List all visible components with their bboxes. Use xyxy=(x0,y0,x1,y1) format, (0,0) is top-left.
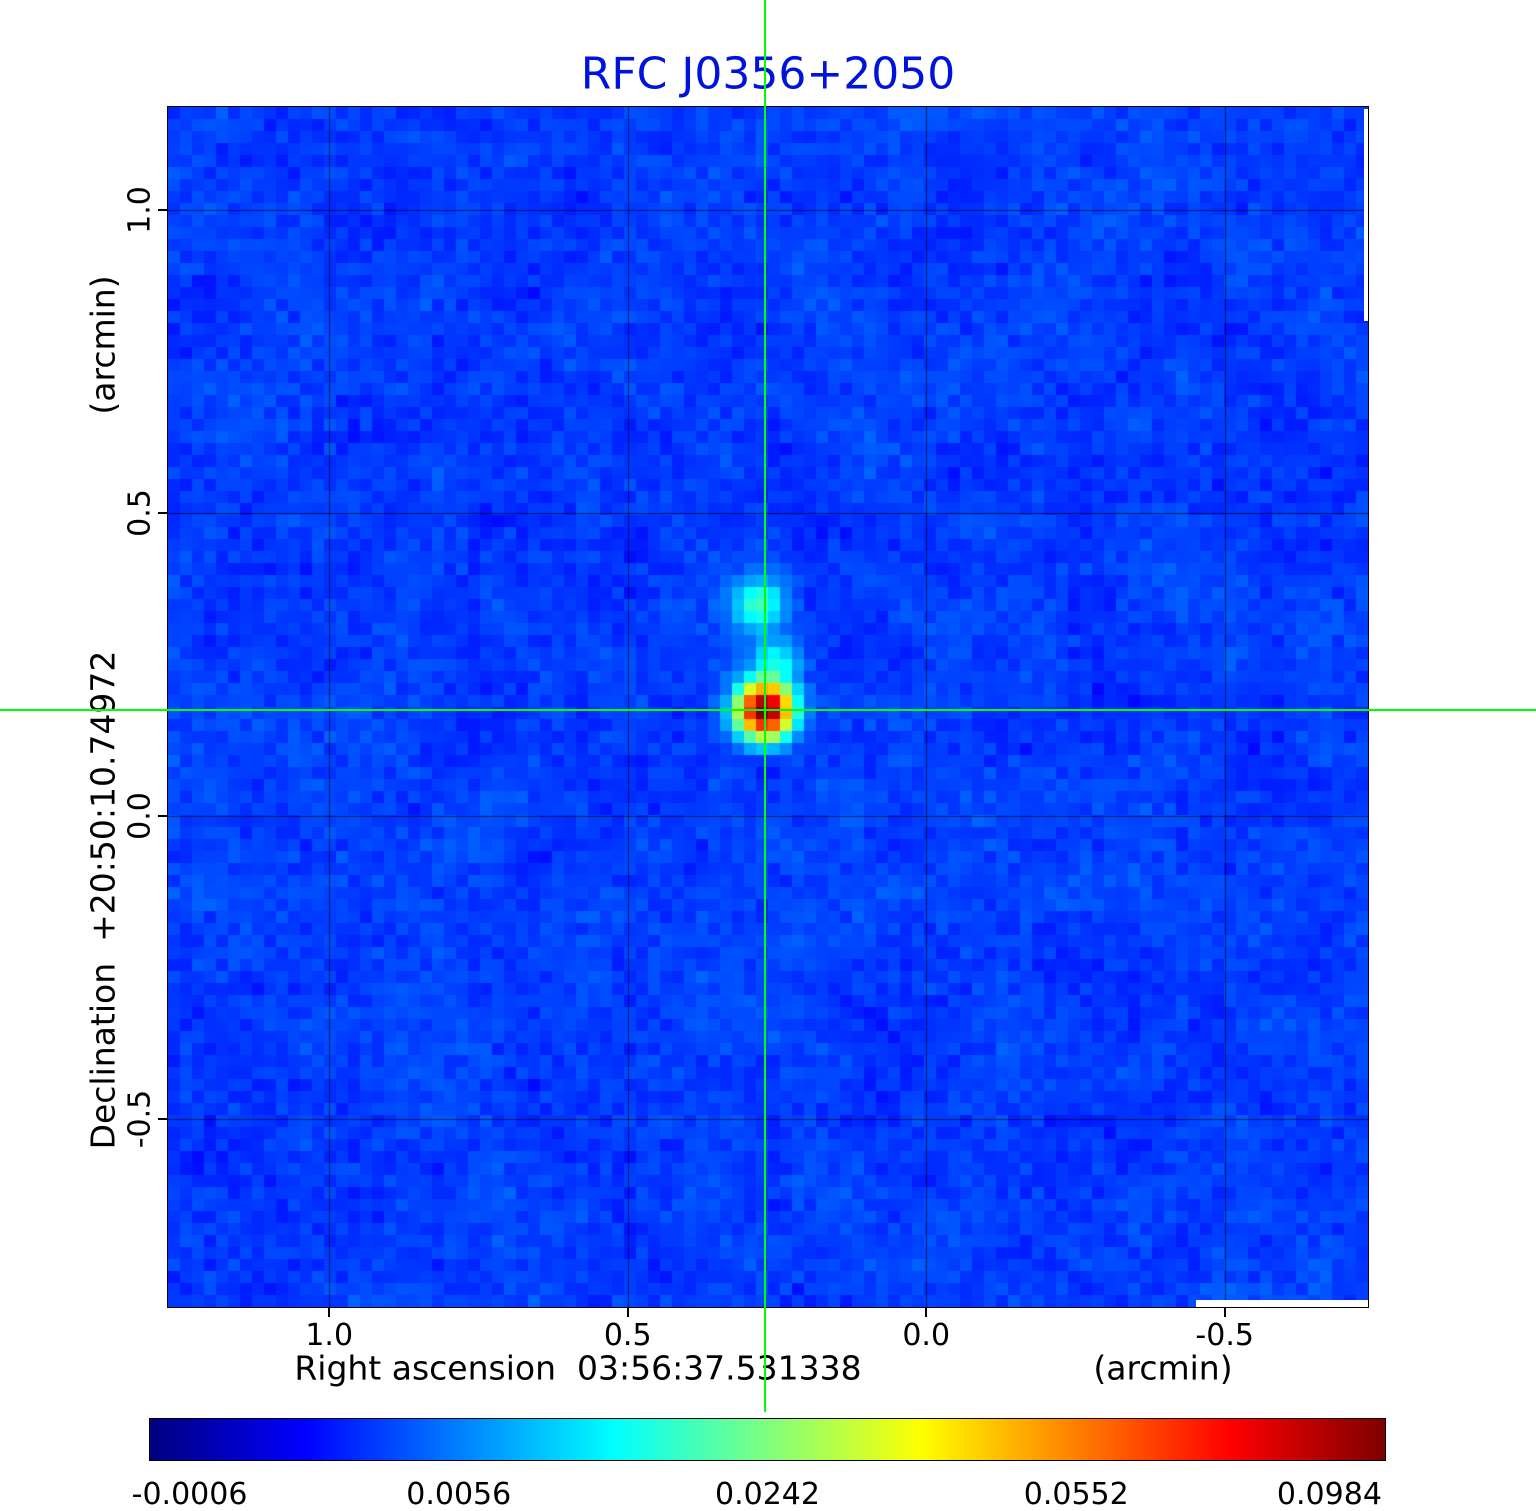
crosshair-vertical-line xyxy=(764,0,766,1412)
x-axis-label: Right ascension 03:56:37.531338 xyxy=(294,1348,862,1388)
y-axis-tick-labels: 1.0 0.5 0.0 -0.5 xyxy=(123,107,158,1307)
colorbar-tick-label: 0.0242 xyxy=(715,1477,820,1511)
y-tick-mark xyxy=(158,512,167,515)
y-tick-label: -0.5 xyxy=(122,1089,158,1149)
x-tick-label: 0.5 xyxy=(603,1318,652,1353)
y-tick-mark xyxy=(158,209,167,212)
colorbar-gradient xyxy=(150,1419,1385,1460)
x-tick-label: -0.5 xyxy=(1195,1318,1254,1353)
y-tick-mark xyxy=(158,1118,167,1121)
radio-image-plot-area xyxy=(167,106,1369,1308)
y-tick-label: 0.5 xyxy=(122,489,158,537)
x-axis-unit-label: (arcmin) xyxy=(1093,1348,1233,1388)
plot-title: RFC J0356+2050 xyxy=(580,48,956,100)
x-tick-mark xyxy=(1223,1308,1226,1317)
y-tick-mark xyxy=(158,815,167,818)
x-tick-mark xyxy=(328,1308,331,1317)
y-axis-unit-label: (arcmin) xyxy=(83,275,123,415)
x-axis-tick-labels: 1.0 0.5 0.0 -0.5 xyxy=(168,1318,1368,1354)
x-tick-label: 1.0 xyxy=(305,1318,354,1353)
y-tick-label: 0.0 xyxy=(122,792,158,840)
colorbar-tick-label: 0.0984 xyxy=(1276,1477,1382,1511)
radio-image-heatmap xyxy=(168,107,1368,1307)
x-tick-mark xyxy=(925,1308,928,1317)
y-tick-label: 1.0 xyxy=(122,186,158,234)
colorbar-tick-label: 0.0552 xyxy=(1023,1477,1129,1511)
crosshair-horizontal-line xyxy=(0,709,1536,712)
x-tick-label: 0.0 xyxy=(902,1318,951,1353)
edge-artifact-bottom xyxy=(1196,1300,1368,1307)
colorbar xyxy=(149,1418,1386,1461)
colorbar-tick-labels: -0.0006 0.0056 0.0242 0.0552 0.0984 xyxy=(132,1477,1385,1511)
colorbar-tick-label: 0.0056 xyxy=(406,1477,512,1511)
y-axis-label: Declination +20:50:10.74972 xyxy=(83,650,123,1150)
x-tick-mark xyxy=(626,1308,629,1317)
colorbar-tick-label: -0.0006 xyxy=(131,1477,248,1511)
edge-artifact-right xyxy=(1364,109,1368,321)
